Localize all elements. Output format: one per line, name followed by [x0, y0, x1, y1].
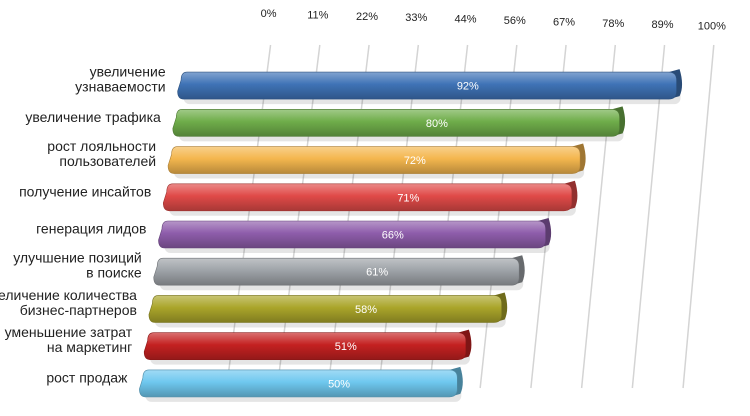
tick-label: 89%: [652, 19, 674, 31]
grid-line: [479, 44, 518, 389]
bars: 92% 80% 72% 71% 66% 61% 58% 51% 50%: [139, 69, 683, 402]
data-label: 80%: [426, 118, 448, 130]
data-label: 61%: [366, 267, 388, 279]
tick-label: 78%: [602, 18, 624, 30]
grid-line: [530, 44, 567, 389]
data-label: 50%: [328, 378, 350, 390]
category-label: увеличение трафика: [25, 109, 161, 125]
bar: [172, 106, 626, 142]
grid-line: [377, 44, 420, 389]
data-label: 71%: [397, 192, 419, 204]
bar: [148, 292, 508, 328]
bar: [167, 143, 586, 179]
category-label: рост продаж: [46, 369, 128, 385]
grid-line: [580, 44, 617, 389]
grid-line: [682, 44, 715, 389]
tick-label: 67%: [553, 16, 575, 28]
data-label: 51%: [335, 341, 357, 353]
tick-label: 56%: [504, 15, 526, 27]
tick-label: 44%: [455, 14, 477, 26]
grid-line: [327, 44, 370, 389]
data-label: 92%: [457, 81, 479, 93]
bar: [177, 69, 683, 105]
grid-line: [428, 44, 469, 389]
bar: [158, 218, 552, 253]
grid-line: [225, 44, 272, 389]
data-label: 66%: [382, 230, 404, 242]
data-label: 72%: [404, 155, 426, 167]
bar: [162, 180, 578, 216]
tick-label: 0%: [261, 8, 277, 20]
category-label: увеличение узнаваемости: [75, 64, 166, 95]
tick-label: 33%: [405, 12, 427, 24]
data-label: 58%: [355, 304, 377, 316]
grid-lines: [225, 44, 715, 389]
x-axis-ticks: 0% 11% 22% 33% 44% 56% 67% 78% 89% 100%: [261, 8, 726, 33]
category-label: улучшение позиций в поиске: [13, 250, 142, 281]
category-label: генерация лидов: [36, 221, 146, 237]
category-label: рост лояльности пользователей: [47, 138, 156, 169]
category-label: получение инсайтов: [19, 183, 151, 199]
tick-label: 11%: [307, 9, 328, 21]
category-label: уменьшение затрат на маркетинг: [5, 324, 133, 355]
bar: [143, 329, 472, 365]
grid-line: [631, 44, 666, 389]
category-labels: увеличение узнаваемости увеличение трафика…: [0, 64, 166, 386]
tick-label: 22%: [356, 11, 378, 23]
bar: [139, 366, 463, 402]
bar: [153, 255, 525, 291]
tick-label: 100%: [698, 21, 726, 33]
grid-line: [276, 44, 321, 389]
